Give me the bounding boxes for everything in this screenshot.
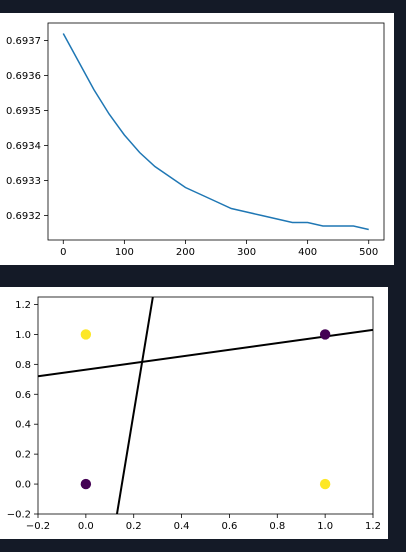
y-tick-label: 0.0 xyxy=(15,480,31,491)
y-tick-label: 0.6937 xyxy=(6,36,41,47)
y-tick-label: 0.6934 xyxy=(6,141,41,152)
x-tick-label: 0.4 xyxy=(174,521,190,532)
x-tick-label: 0.6 xyxy=(221,521,237,532)
x-tick-label: 1.0 xyxy=(317,521,333,532)
plot-frame xyxy=(47,22,385,241)
x-tick-label: 300 xyxy=(237,247,256,258)
loss-curve-figure: 0 100 200 300 400 500 0.6932 0.6933 0.6934 0.6935… xyxy=(0,13,394,265)
x-tick-label: 0 xyxy=(60,247,66,258)
y-tick-label: 1.2 xyxy=(15,300,31,311)
x-tick-label: 400 xyxy=(298,247,317,258)
y-tick-label: −0.2 xyxy=(7,510,31,521)
y-tick-label: 0.4 xyxy=(15,420,31,431)
decision-boundary-chart: −0.2 0.0 0.2 0.4 0.6 0.8 1.0 1.2 −0.2 0.0 0.2 0.4 0.… xyxy=(7,296,381,532)
y-tick-label: 0.6 xyxy=(15,390,31,401)
x-tick-label: 0.2 xyxy=(126,521,142,532)
class-0-point xyxy=(319,329,331,340)
loss-series-line xyxy=(62,33,369,231)
class-1-point xyxy=(319,478,331,490)
x-tick-label: −0.2 xyxy=(26,521,50,532)
plot-frame xyxy=(37,296,374,515)
y-tick-label: 0.8 xyxy=(15,360,31,371)
x-tick-label: 100 xyxy=(115,247,134,258)
loss-curve-chart: 0 100 200 300 400 500 0.6932 0.6933 0.6934 0.6935… xyxy=(6,22,385,258)
x-tick-label: 200 xyxy=(176,247,195,258)
y-tick-label: 0.6935 xyxy=(6,106,41,117)
class-1-point xyxy=(80,329,92,340)
y-tick-label: 0.6933 xyxy=(6,176,41,187)
decision-boundary-line xyxy=(115,297,154,514)
x-tick-label: 0.0 xyxy=(78,521,94,532)
y-tick-label: 0.6932 xyxy=(6,211,41,222)
x-tick-label: 500 xyxy=(359,247,378,258)
y-tick-label: 0.6936 xyxy=(6,71,41,82)
y-tick-label: 0.2 xyxy=(15,450,31,461)
decision-boundary-figure: −0.2 0.0 0.2 0.4 0.6 0.8 1.0 1.2 −0.2 0.0 0.2 0.4 0.… xyxy=(0,287,388,539)
y-tick-label: 1.0 xyxy=(15,330,31,341)
decision-boundary-line xyxy=(38,328,373,378)
x-tick-label: 0.8 xyxy=(269,521,285,532)
class-0-point xyxy=(80,478,92,490)
x-tick-label: 1.2 xyxy=(365,521,381,532)
